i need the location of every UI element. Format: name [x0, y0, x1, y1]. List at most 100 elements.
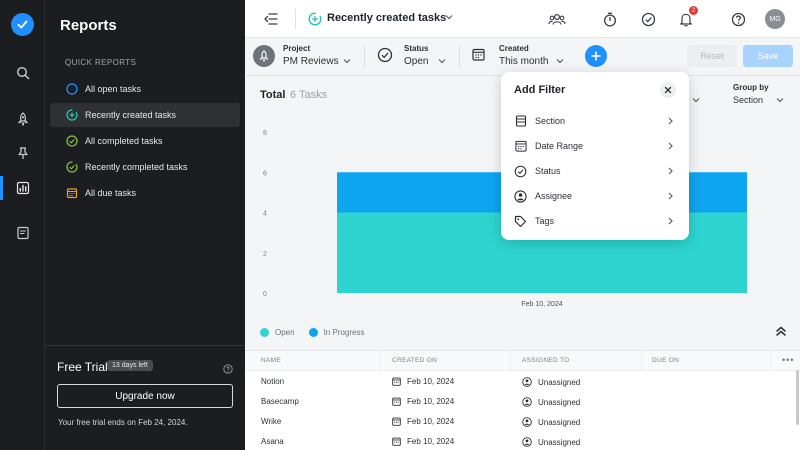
chevron-down-icon[interactable] — [776, 91, 784, 103]
created-on-value: Feb 10, 2024 — [407, 397, 455, 406]
calendar-icon — [392, 377, 407, 386]
table-row[interactable]: Wrike Feb 10, 2024 Unassigned — [245, 412, 800, 432]
assignee-icon — [514, 189, 527, 203]
task-name[interactable]: Notion — [261, 377, 285, 386]
assignee-icon — [522, 417, 538, 427]
sidebar-item-label: All open tasks — [85, 84, 142, 94]
column-header-due-on[interactable]: Due on — [652, 357, 680, 364]
help-icon[interactable] — [728, 9, 748, 29]
task-name[interactable]: Wrike — [261, 417, 282, 426]
legend-item-open[interactable]: Open — [260, 327, 295, 337]
created-filter-label: Created — [499, 44, 529, 53]
table-row[interactable]: Notion Feb 10, 2024 Unassigned — [245, 372, 800, 392]
tasks-table: Name Created on Assigned to Due on ••• N… — [245, 350, 800, 450]
pin-icon[interactable] — [12, 142, 34, 164]
total-label: Total — [260, 89, 286, 101]
legend-label: Open — [275, 327, 295, 337]
close-icon[interactable] — [660, 82, 676, 98]
created-on-value: Feb 10, 2024 — [407, 377, 455, 386]
save-button[interactable]: Save — [743, 45, 793, 67]
check-circle-icon[interactable] — [638, 9, 658, 29]
icon-rail — [0, 0, 45, 450]
notification-bell-icon[interactable] — [676, 9, 696, 29]
chart-legend: Open In Progress — [260, 325, 378, 339]
filter-option-label: Tags — [535, 216, 555, 226]
legend-item-in-progress[interactable]: In Progress — [308, 327, 364, 337]
filter-option-date-range[interactable]: Date Range — [501, 135, 689, 157]
y-tick-label: 2 — [263, 251, 267, 258]
collapse-chart-icon[interactable] — [774, 324, 790, 340]
sidebar-item-label: All due tasks — [85, 188, 137, 198]
filter-option-status[interactable]: Status — [501, 160, 689, 182]
reset-button[interactable]: Reset — [687, 45, 737, 67]
column-header-created-on[interactable]: Created on — [392, 357, 438, 364]
more-options-icon[interactable]: ••• — [782, 355, 795, 365]
assigned-to-cell[interactable]: Unassigned — [522, 377, 580, 387]
chevron-down-icon — [343, 52, 351, 64]
chevron-right-icon — [667, 117, 674, 125]
assigned-to-cell[interactable]: Unassigned — [522, 437, 580, 447]
column-header-assigned-to[interactable]: Assigned to — [522, 357, 570, 364]
status-filter-value: Open — [404, 56, 429, 67]
notes-icon[interactable] — [12, 222, 34, 244]
help-circle-icon[interactable] — [223, 361, 233, 374]
assigned-to-cell[interactable]: Unassigned — [522, 397, 580, 407]
top-header: Recently created tasks 2 MG — [245, 0, 800, 38]
tag-icon — [514, 215, 527, 228]
assignee-icon — [522, 377, 538, 387]
chevron-down-icon — [438, 52, 446, 64]
filter-option-label: Section — [535, 116, 566, 126]
calendar-icon — [392, 397, 407, 406]
sidebar-item-recently-completed-tasks[interactable]: Recently completed tasks — [50, 155, 240, 179]
filter-option-assignee[interactable]: Assignee — [501, 185, 689, 207]
sidebar-item-all-due-tasks[interactable]: All due tasks — [50, 181, 240, 205]
check-circle-icon — [66, 135, 78, 147]
chevron-right-icon — [667, 217, 674, 225]
chevron-right-icon — [667, 142, 674, 150]
app-logo-icon[interactable] — [11, 13, 34, 36]
popover-title: Add Filter — [514, 84, 566, 96]
search-icon[interactable] — [12, 62, 34, 84]
task-name[interactable]: Basecamp — [261, 397, 299, 406]
title-dropdown-chevron-icon[interactable] — [442, 10, 456, 24]
check-circle-refresh-icon — [66, 161, 78, 173]
filter-option-tags[interactable]: Tags — [501, 210, 689, 232]
reports-chart-icon[interactable] — [12, 177, 34, 199]
column-separator — [510, 351, 511, 371]
status-filter[interactable]: Status Open — [377, 43, 457, 71]
add-filter-button[interactable] — [585, 45, 607, 67]
assigned-to-cell[interactable]: Unassigned — [522, 417, 580, 427]
filter-option-label: Status — [535, 166, 561, 176]
column-header-name[interactable]: Name — [261, 357, 281, 364]
total-count: 6 Tasks — [290, 89, 328, 101]
task-name[interactable]: Asana — [261, 437, 284, 446]
created-filter[interactable]: Created This month — [472, 43, 567, 71]
y-tick-label: 0 — [263, 291, 267, 298]
calendar-icon — [392, 417, 407, 426]
rocket-icon — [253, 45, 275, 67]
table-row[interactable]: Basecamp Feb 10, 2024 Unassigned — [245, 392, 800, 412]
timer-icon[interactable] — [600, 9, 620, 29]
status-filter-label: Status — [404, 44, 429, 53]
upgrade-now-button[interactable]: Upgrade now — [57, 384, 233, 408]
sidebar-item-label: Recently completed tasks — [85, 162, 188, 172]
filter-option-section[interactable]: Section — [501, 110, 689, 132]
sidebar-item-recently-created-tasks[interactable]: Recently created tasks — [50, 103, 240, 127]
table-row[interactable]: Asana Feb 10, 2024 Unassigned — [245, 432, 800, 450]
assignee-icon — [522, 437, 538, 447]
rocket-icon[interactable] — [12, 108, 34, 130]
group-by-value[interactable]: Section — [733, 95, 764, 105]
calendar-icon — [66, 187, 78, 199]
sidebar-item-all-open-tasks[interactable]: All open tasks — [50, 77, 240, 101]
chevron-down-icon[interactable] — [692, 91, 700, 103]
sidebar-item-all-completed-tasks[interactable]: All completed tasks — [50, 129, 240, 153]
team-icon[interactable] — [547, 9, 567, 29]
project-filter[interactable]: Project PM Reviews — [253, 43, 353, 71]
collapse-sidebar-icon[interactable] — [261, 9, 281, 29]
user-avatar[interactable]: MG — [765, 9, 785, 29]
quick-reports-heading: Quick reports — [65, 58, 137, 67]
header-divider — [295, 9, 296, 29]
plus-circle-icon — [305, 9, 325, 29]
y-tick-label: 8 — [263, 130, 267, 137]
table-scrollbar[interactable] — [796, 370, 799, 425]
